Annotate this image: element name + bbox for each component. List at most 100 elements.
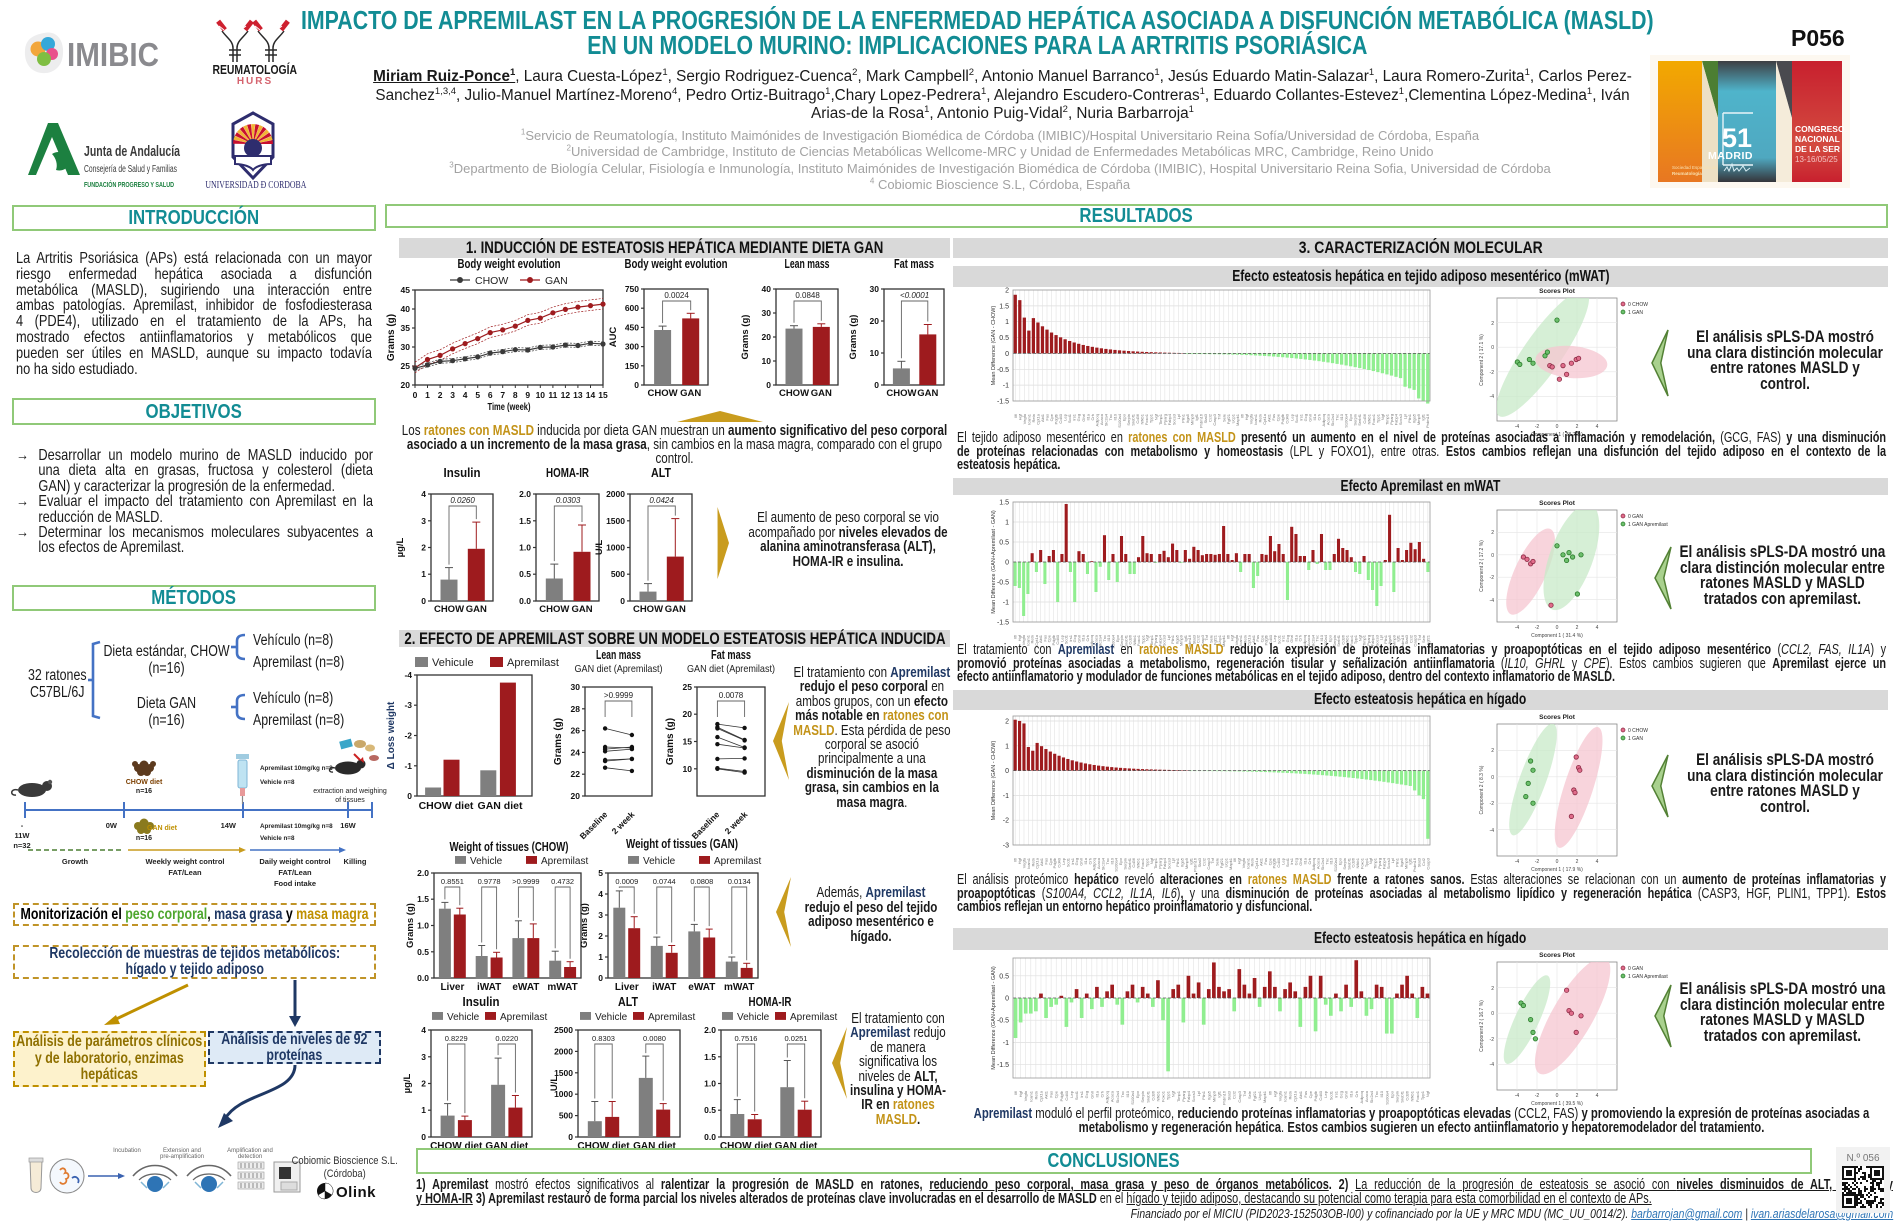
svg-text:Crh: Crh — [1317, 414, 1322, 420]
svg-text:Prdm16: Prdm16 — [1412, 857, 1417, 872]
svg-text:Ucp1: Ucp1 — [1223, 857, 1228, 867]
svg-text:Icam1: Icam1 — [1025, 634, 1030, 646]
svg-text:-4: -4 — [1515, 859, 1520, 865]
svg-text:1.0: 1.0 — [519, 543, 531, 553]
svg-text:Lpl: Lpl — [1379, 635, 1384, 640]
svg-text:Adipoq: Adipoq — [1359, 1091, 1364, 1103]
svg-text:NACIONAL: NACIONAL — [1795, 134, 1840, 144]
svg-text:-4: -4 — [1490, 394, 1495, 400]
svg-text:Casp3: Casp3 — [1206, 857, 1211, 869]
svg-text:Stat3: Stat3 — [1197, 857, 1202, 867]
svg-text:4: 4 — [1596, 1093, 1599, 1099]
svg-text:0: 0 — [1556, 625, 1559, 631]
svg-text:Stat3: Stat3 — [1417, 857, 1422, 867]
svg-text:Epo: Epo — [1118, 857, 1123, 865]
svg-text:Ngf: Ngf — [1357, 634, 1362, 641]
svg-text:Tnf: Tnf — [1210, 857, 1215, 864]
svg-text:0: 0 — [407, 791, 412, 801]
svg-text:Akt1: Akt1 — [1259, 857, 1264, 866]
svg-text:N.º 056: N.º 056 — [1846, 1153, 1880, 1164]
svg-text:Pdgfb: Pdgfb — [1054, 413, 1059, 424]
svg-text:Component 2 ( 17.2 %): Component 2 ( 17.2 %) — [1479, 540, 1485, 592]
svg-text:Pdgfb: Pdgfb — [1313, 1090, 1318, 1101]
svg-text:Fas: Fas — [1303, 1091, 1308, 1098]
svg-text:U/L: U/L — [594, 540, 605, 556]
svg-text:Fas: Fas — [1042, 635, 1047, 642]
svg-text:Fabp4: Fabp4 — [1370, 634, 1375, 646]
svg-text:3: 3 — [421, 516, 426, 526]
svg-text:iWAT: iWAT — [652, 982, 676, 993]
svg-text:6: 6 — [488, 390, 493, 400]
svg-text:ALT: ALT — [618, 995, 638, 1009]
svg-text:Cpe: Cpe — [1259, 634, 1264, 642]
svg-text:Gcg: Gcg — [1303, 414, 1308, 421]
svg-text:25: 25 — [683, 682, 693, 692]
svg-text:Grams (g): Grams (g) — [848, 315, 859, 360]
svg-text:11W: 11W — [14, 831, 30, 840]
svg-text:Vehicle n=8: Vehicle n=8 — [260, 835, 295, 842]
svg-text:GAN: GAN — [571, 604, 592, 615]
svg-text:Foxo1: Foxo1 — [1161, 1090, 1166, 1102]
svg-text:Itga5: Itga5 — [1185, 413, 1190, 423]
svg-text:1 GAN: 1 GAN — [1628, 310, 1643, 316]
svg-text:Acaca: Acaca — [1099, 413, 1104, 425]
svg-text:Cd36: Cd36 — [1405, 1090, 1410, 1100]
svg-text:3: 3 — [450, 390, 455, 400]
svg-text:Il6: Il6 — [1267, 1090, 1272, 1095]
svg-text:Itga5: Itga5 — [1412, 413, 1417, 423]
svg-text:Apremilast: Apremilast — [648, 1012, 695, 1023]
svg-text:Cpt1a: Cpt1a — [1254, 857, 1259, 868]
svg-text:15: 15 — [598, 390, 608, 400]
svg-text:S100a4: S100a4 — [1333, 857, 1338, 872]
svg-text:CHOW diet: CHOW diet — [419, 800, 474, 812]
svg-text:Akt1: Akt1 — [1251, 634, 1256, 643]
svg-text:Hgf: Hgf — [1018, 1090, 1023, 1097]
svg-text:1500: 1500 — [606, 516, 625, 526]
svg-text:Slc2a4: Slc2a4 — [1330, 413, 1335, 426]
svg-text:Plin1: Plin1 — [1181, 413, 1186, 423]
svg-text:Pdgfb: Pdgfb — [1272, 857, 1277, 868]
svg-text:Acaca: Acaca — [1364, 1090, 1369, 1102]
svg-text:ALT: ALT — [651, 466, 671, 480]
svg-text:Foxo1: Foxo1 — [1136, 634, 1141, 646]
svg-text:Casp3: Casp3 — [1237, 1090, 1242, 1102]
svg-text:Liver: Liver — [615, 982, 639, 993]
svg-text:GAN diet: GAN diet — [485, 1141, 528, 1152]
svg-text:Vegfa: Vegfa — [1241, 857, 1246, 868]
svg-text:-4: -4 — [404, 670, 412, 680]
svg-text:GAN: GAN — [466, 604, 487, 615]
svg-text:Srebf1: Srebf1 — [1131, 413, 1136, 426]
svg-text:Srebf1: Srebf1 — [1400, 1090, 1405, 1103]
svg-text:Adipoq: Adipoq — [1302, 635, 1307, 647]
svg-text:22: 22 — [571, 769, 581, 779]
svg-text:Adipoq: Adipoq — [1089, 635, 1094, 647]
svg-text:Cpe: Cpe — [1308, 1090, 1313, 1098]
svg-text:-2: -2 — [1535, 1093, 1540, 1099]
svg-text:14W: 14W — [221, 821, 237, 830]
svg-text:Sele: Sele — [1215, 857, 1220, 866]
svg-text:Nfkb1: Nfkb1 — [1132, 634, 1137, 645]
svg-text:0: 0 — [1491, 775, 1494, 781]
svg-text:16W: 16W — [340, 821, 356, 830]
svg-text:GAN diet (Apremilast): GAN diet (Apremilast) — [687, 663, 775, 675]
svg-text:Cd36: Cd36 — [1131, 857, 1136, 867]
svg-text:Foxo1: Foxo1 — [1360, 857, 1365, 869]
svg-text:MADRID: MADRID — [1708, 150, 1753, 162]
svg-text:Socs3: Socs3 — [1171, 413, 1176, 425]
svg-text:Apremilast: Apremilast — [500, 1012, 547, 1023]
svg-text:Foxo1: Foxo1 — [1140, 857, 1145, 869]
svg-text:Mmp9: Mmp9 — [1391, 634, 1396, 646]
svg-text:Timp1: Timp1 — [1149, 634, 1154, 646]
svg-text:600: 600 — [625, 303, 639, 313]
svg-text:Fabp4: Fabp4 — [1157, 634, 1162, 646]
svg-text:Casp3: Casp3 — [1425, 857, 1430, 869]
svg-text:Scd1: Scd1 — [1285, 857, 1290, 867]
svg-text:5: 5 — [475, 390, 480, 400]
svg-text:S100a4: S100a4 — [1111, 634, 1116, 649]
svg-text:Mapk1: Mapk1 — [1235, 413, 1240, 426]
svg-text:Mapk1: Mapk1 — [1262, 1090, 1267, 1103]
svg-text:Sociedad Española de: Sociedad Española de — [1672, 165, 1718, 170]
svg-text:Foxo1: Foxo1 — [1415, 1090, 1420, 1102]
svg-text:eWAT: eWAT — [688, 982, 715, 993]
svg-text:eWAT: eWAT — [512, 982, 539, 993]
